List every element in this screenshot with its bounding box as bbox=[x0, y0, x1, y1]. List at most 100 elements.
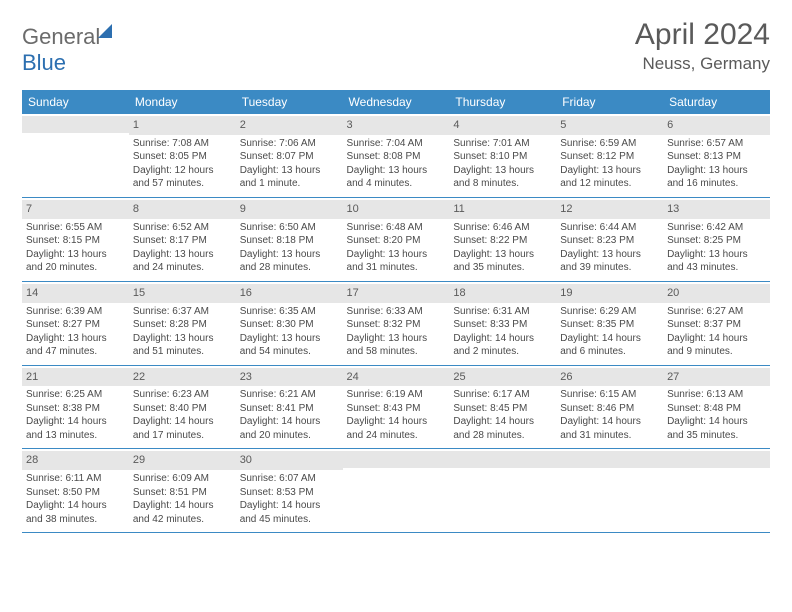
brand-part1: General bbox=[22, 24, 100, 49]
day1-text: Daylight: 13 hours bbox=[347, 332, 446, 346]
day1-text: Daylight: 13 hours bbox=[26, 332, 125, 346]
day1-text: Daylight: 13 hours bbox=[453, 164, 552, 178]
sunset-text: Sunset: 8:20 PM bbox=[347, 234, 446, 248]
calendar-week-row: 21Sunrise: 6:25 AMSunset: 8:38 PMDayligh… bbox=[22, 365, 770, 449]
weekday-header: Saturday bbox=[663, 90, 770, 114]
day-number: 17 bbox=[343, 284, 450, 303]
calendar-day-cell: 18Sunrise: 6:31 AMSunset: 8:33 PMDayligh… bbox=[449, 281, 556, 365]
day-number: 10 bbox=[343, 200, 450, 219]
calendar-day-cell: 11Sunrise: 6:46 AMSunset: 8:22 PMDayligh… bbox=[449, 197, 556, 281]
sunset-text: Sunset: 8:18 PM bbox=[240, 234, 339, 248]
day-number: 23 bbox=[236, 368, 343, 387]
day2-text: and 24 minutes. bbox=[347, 429, 446, 443]
day-number bbox=[449, 451, 556, 468]
day2-text: and 39 minutes. bbox=[560, 261, 659, 275]
day1-text: Daylight: 14 hours bbox=[667, 415, 766, 429]
calendar-day-cell: 1Sunrise: 7:08 AMSunset: 8:05 PMDaylight… bbox=[129, 114, 236, 197]
calendar-week-row: 14Sunrise: 6:39 AMSunset: 8:27 PMDayligh… bbox=[22, 281, 770, 365]
sunset-text: Sunset: 8:30 PM bbox=[240, 318, 339, 332]
calendar-day-cell: 28Sunrise: 6:11 AMSunset: 8:50 PMDayligh… bbox=[22, 449, 129, 533]
sunrise-text: Sunrise: 6:37 AM bbox=[133, 305, 232, 319]
sunrise-text: Sunrise: 6:31 AM bbox=[453, 305, 552, 319]
day2-text: and 2 minutes. bbox=[453, 345, 552, 359]
sunrise-text: Sunrise: 6:27 AM bbox=[667, 305, 766, 319]
calendar-day-cell: 20Sunrise: 6:27 AMSunset: 8:37 PMDayligh… bbox=[663, 281, 770, 365]
day1-text: Daylight: 14 hours bbox=[347, 415, 446, 429]
day-number: 15 bbox=[129, 284, 236, 303]
sunrise-text: Sunrise: 6:48 AM bbox=[347, 221, 446, 235]
sunrise-text: Sunrise: 6:13 AM bbox=[667, 388, 766, 402]
sunrise-text: Sunrise: 6:09 AM bbox=[133, 472, 232, 486]
calendar-day-cell: 29Sunrise: 6:09 AMSunset: 8:51 PMDayligh… bbox=[129, 449, 236, 533]
day-number: 6 bbox=[663, 116, 770, 135]
day1-text: Daylight: 14 hours bbox=[240, 499, 339, 513]
day1-text: Daylight: 14 hours bbox=[26, 499, 125, 513]
day-number: 3 bbox=[343, 116, 450, 135]
calendar-day-cell: 15Sunrise: 6:37 AMSunset: 8:28 PMDayligh… bbox=[129, 281, 236, 365]
calendar-body: 1Sunrise: 7:08 AMSunset: 8:05 PMDaylight… bbox=[22, 114, 770, 533]
day2-text: and 31 minutes. bbox=[560, 429, 659, 443]
sail-icon bbox=[98, 24, 112, 38]
day1-text: Daylight: 13 hours bbox=[240, 164, 339, 178]
day-number: 22 bbox=[129, 368, 236, 387]
day1-text: Daylight: 14 hours bbox=[453, 332, 552, 346]
calendar-day-cell: 27Sunrise: 6:13 AMSunset: 8:48 PMDayligh… bbox=[663, 365, 770, 449]
sunrise-text: Sunrise: 6:55 AM bbox=[26, 221, 125, 235]
calendar-week-row: 28Sunrise: 6:11 AMSunset: 8:50 PMDayligh… bbox=[22, 449, 770, 533]
calendar-day-cell bbox=[343, 449, 450, 533]
day2-text: and 43 minutes. bbox=[667, 261, 766, 275]
calendar-day-cell: 16Sunrise: 6:35 AMSunset: 8:30 PMDayligh… bbox=[236, 281, 343, 365]
sunset-text: Sunset: 8:13 PM bbox=[667, 150, 766, 164]
calendar-day-cell bbox=[663, 449, 770, 533]
day2-text: and 12 minutes. bbox=[560, 177, 659, 191]
calendar-day-cell: 26Sunrise: 6:15 AMSunset: 8:46 PMDayligh… bbox=[556, 365, 663, 449]
sunset-text: Sunset: 8:53 PM bbox=[240, 486, 339, 500]
sunset-text: Sunset: 8:12 PM bbox=[560, 150, 659, 164]
sunset-text: Sunset: 8:48 PM bbox=[667, 402, 766, 416]
day1-text: Daylight: 13 hours bbox=[453, 248, 552, 262]
sunrise-text: Sunrise: 6:50 AM bbox=[240, 221, 339, 235]
sunset-text: Sunset: 8:22 PM bbox=[453, 234, 552, 248]
day-number: 28 bbox=[22, 451, 129, 470]
calendar-day-cell: 12Sunrise: 6:44 AMSunset: 8:23 PMDayligh… bbox=[556, 197, 663, 281]
day2-text: and 35 minutes. bbox=[453, 261, 552, 275]
calendar-day-cell: 19Sunrise: 6:29 AMSunset: 8:35 PMDayligh… bbox=[556, 281, 663, 365]
sunrise-text: Sunrise: 6:52 AM bbox=[133, 221, 232, 235]
day1-text: Daylight: 13 hours bbox=[667, 164, 766, 178]
day-number: 13 bbox=[663, 200, 770, 219]
day2-text: and 9 minutes. bbox=[667, 345, 766, 359]
calendar-week-row: 1Sunrise: 7:08 AMSunset: 8:05 PMDaylight… bbox=[22, 114, 770, 197]
day2-text: and 35 minutes. bbox=[667, 429, 766, 443]
sunrise-text: Sunrise: 6:46 AM bbox=[453, 221, 552, 235]
sunset-text: Sunset: 8:07 PM bbox=[240, 150, 339, 164]
day2-text: and 54 minutes. bbox=[240, 345, 339, 359]
calendar-day-cell: 25Sunrise: 6:17 AMSunset: 8:45 PMDayligh… bbox=[449, 365, 556, 449]
brand-logo: General Blue bbox=[22, 18, 112, 76]
calendar-day-cell: 22Sunrise: 6:23 AMSunset: 8:40 PMDayligh… bbox=[129, 365, 236, 449]
day1-text: Daylight: 13 hours bbox=[133, 332, 232, 346]
day-number: 21 bbox=[22, 368, 129, 387]
day2-text: and 17 minutes. bbox=[133, 429, 232, 443]
day-number: 2 bbox=[236, 116, 343, 135]
day2-text: and 42 minutes. bbox=[133, 513, 232, 527]
day2-text: and 20 minutes. bbox=[240, 429, 339, 443]
calendar-day-cell: 17Sunrise: 6:33 AMSunset: 8:32 PMDayligh… bbox=[343, 281, 450, 365]
day1-text: Daylight: 13 hours bbox=[133, 248, 232, 262]
day2-text: and 20 minutes. bbox=[26, 261, 125, 275]
calendar-day-cell: 3Sunrise: 7:04 AMSunset: 8:08 PMDaylight… bbox=[343, 114, 450, 197]
calendar-day-cell: 30Sunrise: 6:07 AMSunset: 8:53 PMDayligh… bbox=[236, 449, 343, 533]
day-number: 27 bbox=[663, 368, 770, 387]
sunset-text: Sunset: 8:33 PM bbox=[453, 318, 552, 332]
calendar-day-cell: 8Sunrise: 6:52 AMSunset: 8:17 PMDaylight… bbox=[129, 197, 236, 281]
weekday-header: Monday bbox=[129, 90, 236, 114]
day2-text: and 24 minutes. bbox=[133, 261, 232, 275]
day-number bbox=[343, 451, 450, 468]
day2-text: and 8 minutes. bbox=[453, 177, 552, 191]
weekday-header: Sunday bbox=[22, 90, 129, 114]
day1-text: Daylight: 13 hours bbox=[26, 248, 125, 262]
sunrise-text: Sunrise: 6:07 AM bbox=[240, 472, 339, 486]
day1-text: Daylight: 14 hours bbox=[453, 415, 552, 429]
day1-text: Daylight: 12 hours bbox=[133, 164, 232, 178]
sunset-text: Sunset: 8:35 PM bbox=[560, 318, 659, 332]
page-header: General Blue April 2024 Neuss, Germany bbox=[22, 18, 770, 76]
